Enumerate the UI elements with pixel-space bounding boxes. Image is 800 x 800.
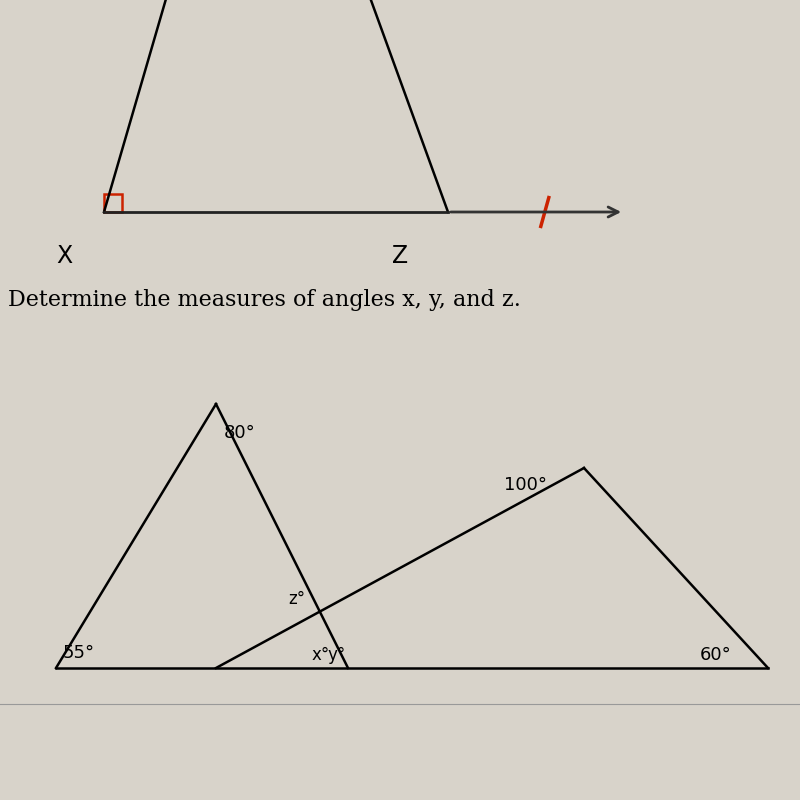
Text: 55°: 55° <box>62 643 94 662</box>
Text: Determine the measures of angles x, y, and z.: Determine the measures of angles x, y, a… <box>8 289 521 311</box>
Text: y°: y° <box>328 646 346 664</box>
Text: Z: Z <box>392 244 408 268</box>
Text: X: X <box>56 244 72 268</box>
Text: z°: z° <box>288 590 305 607</box>
Text: 60°: 60° <box>700 646 732 664</box>
Text: x°: x° <box>312 646 330 664</box>
Text: 100°: 100° <box>504 476 547 494</box>
Text: 80°: 80° <box>224 424 256 442</box>
